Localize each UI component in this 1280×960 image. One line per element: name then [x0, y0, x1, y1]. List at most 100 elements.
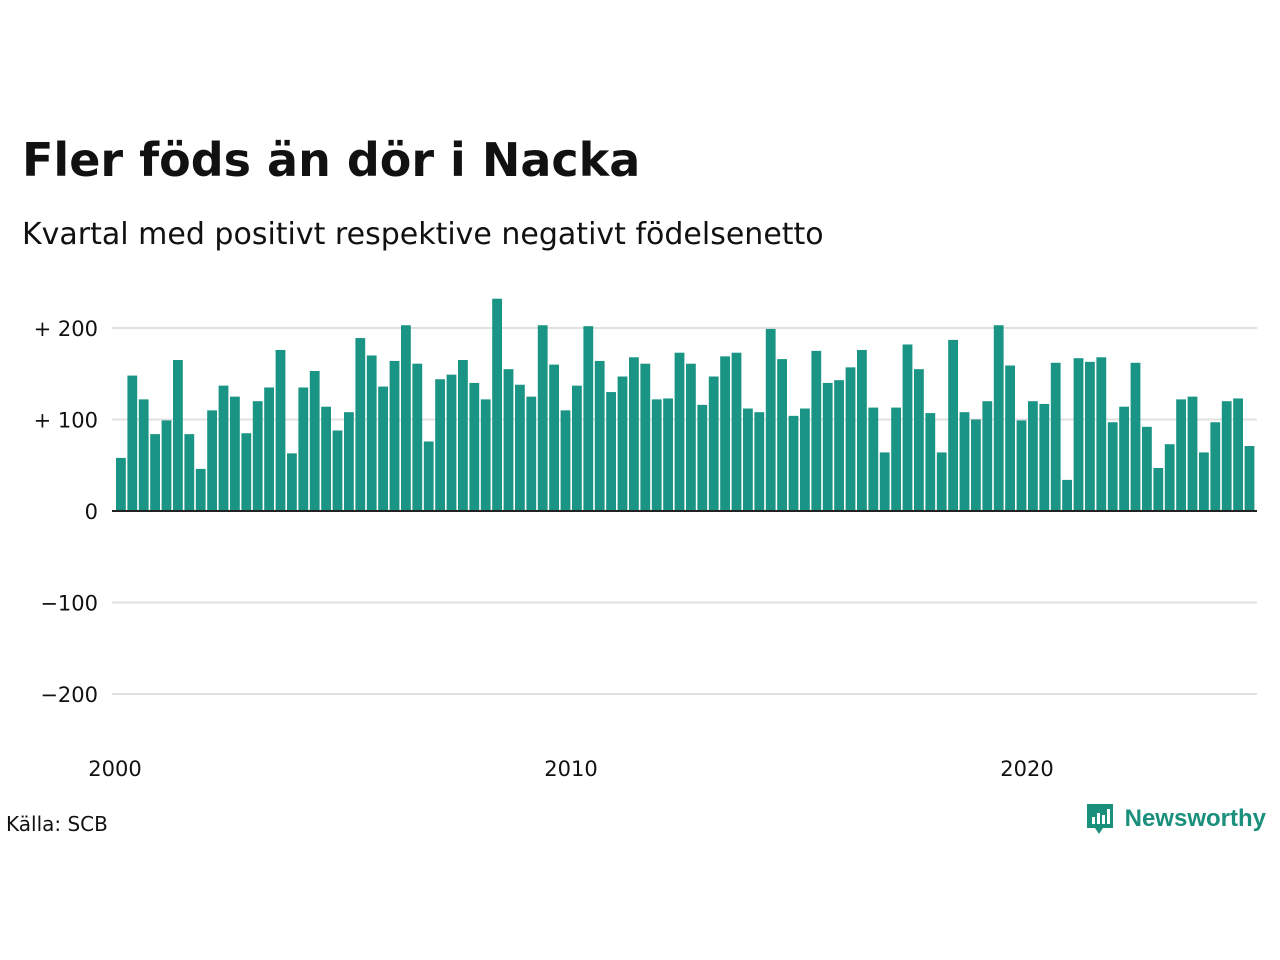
- bar: [754, 412, 764, 511]
- bar: [1119, 407, 1129, 511]
- bar: [880, 452, 890, 511]
- bar: [515, 385, 525, 511]
- bar: [447, 375, 457, 511]
- bar: [504, 369, 514, 511]
- y-tick-label: −200: [40, 683, 98, 707]
- chart-title: Fler föds än dör i Nacka: [22, 130, 640, 190]
- bar: [469, 383, 479, 511]
- x-tick-label: 2020: [1000, 757, 1053, 781]
- bar: [344, 412, 354, 511]
- bar: [1176, 399, 1186, 511]
- bar: [834, 380, 844, 511]
- bar: [1017, 420, 1027, 511]
- bar: [492, 299, 502, 511]
- bar: [241, 433, 251, 511]
- bar: [811, 351, 821, 511]
- y-tick-label: + 200: [34, 317, 98, 341]
- bar: [162, 420, 172, 511]
- bar: [276, 350, 286, 511]
- bar: [1142, 427, 1152, 511]
- newsworthy-logo-icon: [1085, 802, 1115, 836]
- bar: [663, 398, 673, 511]
- bar: [196, 469, 206, 511]
- bar: [982, 401, 992, 511]
- bar: [378, 387, 388, 511]
- bar: [321, 407, 331, 511]
- bar: [1028, 401, 1038, 511]
- y-tick-label: + 100: [34, 409, 98, 433]
- bar: [230, 397, 240, 511]
- bar: [298, 387, 308, 511]
- bar: [264, 387, 274, 511]
- bar: [458, 360, 468, 511]
- bar: [583, 326, 593, 511]
- bar: [629, 357, 639, 511]
- bar: [139, 399, 149, 511]
- bar: [310, 371, 320, 511]
- bar: [1108, 422, 1118, 511]
- bar: [709, 377, 719, 512]
- bar: [675, 353, 685, 511]
- bar: [424, 441, 434, 511]
- bar-chart: + 200 + 100 0 −100 −200 2000 2010 2020: [0, 280, 1280, 800]
- bar: [1222, 401, 1232, 511]
- bar: [857, 350, 867, 511]
- bar: [891, 408, 901, 511]
- x-tick-label: 2010: [544, 757, 597, 781]
- bar: [937, 452, 947, 511]
- bar: [1062, 480, 1072, 511]
- bar: [481, 399, 491, 511]
- bar: [903, 344, 913, 511]
- bar: [333, 430, 343, 511]
- bar: [116, 458, 126, 511]
- x-tick-label: 2000: [88, 757, 141, 781]
- bar: [652, 399, 662, 511]
- bar: [1096, 357, 1106, 511]
- bar: [789, 416, 799, 511]
- bar: [1199, 452, 1209, 511]
- bar: [1245, 446, 1255, 511]
- bar: [1188, 397, 1198, 511]
- bar: [1039, 404, 1049, 511]
- bar: [1210, 422, 1220, 511]
- bar: [743, 409, 753, 511]
- bar: [219, 386, 229, 511]
- bar: [914, 369, 924, 511]
- bar: [253, 401, 263, 511]
- bar: [960, 412, 970, 511]
- bar: [823, 383, 833, 511]
- bar: [1074, 358, 1084, 511]
- bar: [1085, 362, 1095, 511]
- bar: [846, 367, 856, 511]
- y-tick-label: −100: [40, 592, 98, 616]
- bar: [1233, 398, 1243, 511]
- bar: [640, 364, 650, 511]
- bar: [526, 397, 536, 511]
- bar: [925, 413, 935, 511]
- bar: [732, 353, 742, 511]
- bar: [1165, 444, 1175, 511]
- bar: [538, 325, 548, 511]
- bar: [686, 364, 696, 511]
- bar: [184, 434, 194, 511]
- bar: [435, 379, 445, 511]
- bar: [800, 409, 810, 511]
- bar: [561, 410, 571, 511]
- bar: [720, 356, 730, 511]
- bar: [572, 386, 582, 511]
- bar: [367, 355, 377, 511]
- bar: [173, 360, 183, 511]
- bar: [618, 377, 628, 512]
- bar: [1005, 366, 1015, 511]
- bar: [390, 361, 400, 511]
- bar: [766, 329, 776, 511]
- brand-logo[interactable]: Newsworthy: [1085, 802, 1266, 836]
- bar: [207, 410, 217, 511]
- bars: [116, 299, 1254, 511]
- bar: [1153, 468, 1163, 511]
- bar: [971, 420, 981, 512]
- bar: [595, 361, 605, 511]
- bar: [355, 338, 365, 511]
- bar: [1051, 363, 1061, 511]
- bar: [777, 359, 787, 511]
